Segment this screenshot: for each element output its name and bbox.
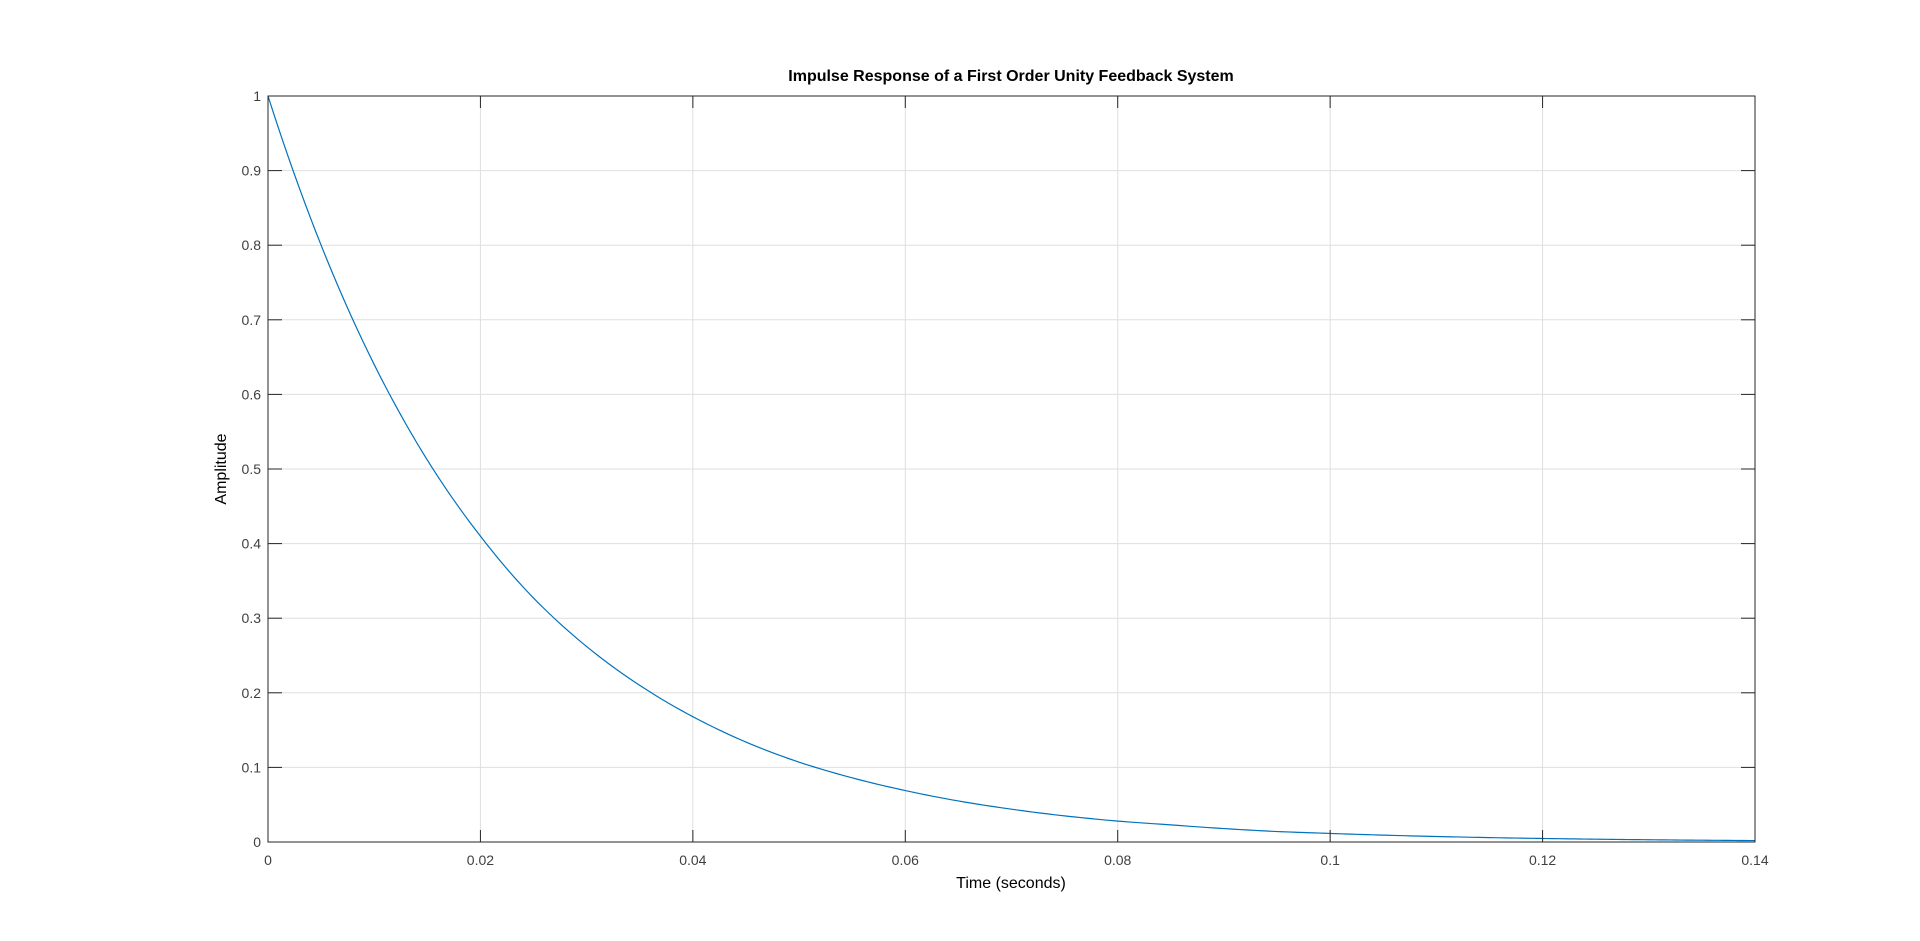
x-tick-label: 0.02	[467, 852, 494, 868]
y-tick-label: 0.9	[242, 163, 262, 179]
x-tick-label: 0.08	[1104, 852, 1131, 868]
x-tick-label: 0	[264, 852, 272, 868]
y-tick-label: 0	[253, 834, 261, 850]
grid-lines	[268, 96, 1755, 842]
x-tick-labels: 0 0.02 0.04 0.06 0.08 0.1 0.12 0.14	[264, 852, 1769, 868]
y-tick-label: 0.3	[242, 610, 262, 626]
y-tick-label: 0.1	[242, 759, 262, 775]
x-tick-label: 0.04	[679, 852, 706, 868]
y-tick-label: 0.4	[242, 536, 262, 552]
series-layer	[267, 95, 1756, 843]
x-tick-label: 0.12	[1529, 852, 1556, 868]
chart-title: Impulse Response of a First Order Unity …	[788, 68, 1233, 85]
x-tick-label: 0.1	[1320, 852, 1340, 868]
y-tick-label: 1	[253, 88, 261, 104]
y-tick-label: 0.6	[242, 386, 262, 402]
y-axis-label: Amplitude	[213, 433, 230, 504]
x-axis-label: Time (seconds)	[956, 875, 1066, 892]
tick-marks	[267, 95, 1756, 843]
y-tick-label: 0.5	[242, 461, 262, 477]
y-tick-label: 0.7	[242, 312, 262, 328]
x-tick-label: 0.06	[892, 852, 919, 868]
y-tick-label: 0.2	[242, 685, 262, 701]
y-tick-label: 0.8	[242, 237, 262, 253]
y-tick-labels: 0 0.1 0.2 0.3 0.4 0.5 0.6 0.7 0.8 0.9 1	[242, 88, 262, 850]
series-line-0	[267, 95, 1756, 842]
x-tick-label: 0.14	[1741, 852, 1768, 868]
